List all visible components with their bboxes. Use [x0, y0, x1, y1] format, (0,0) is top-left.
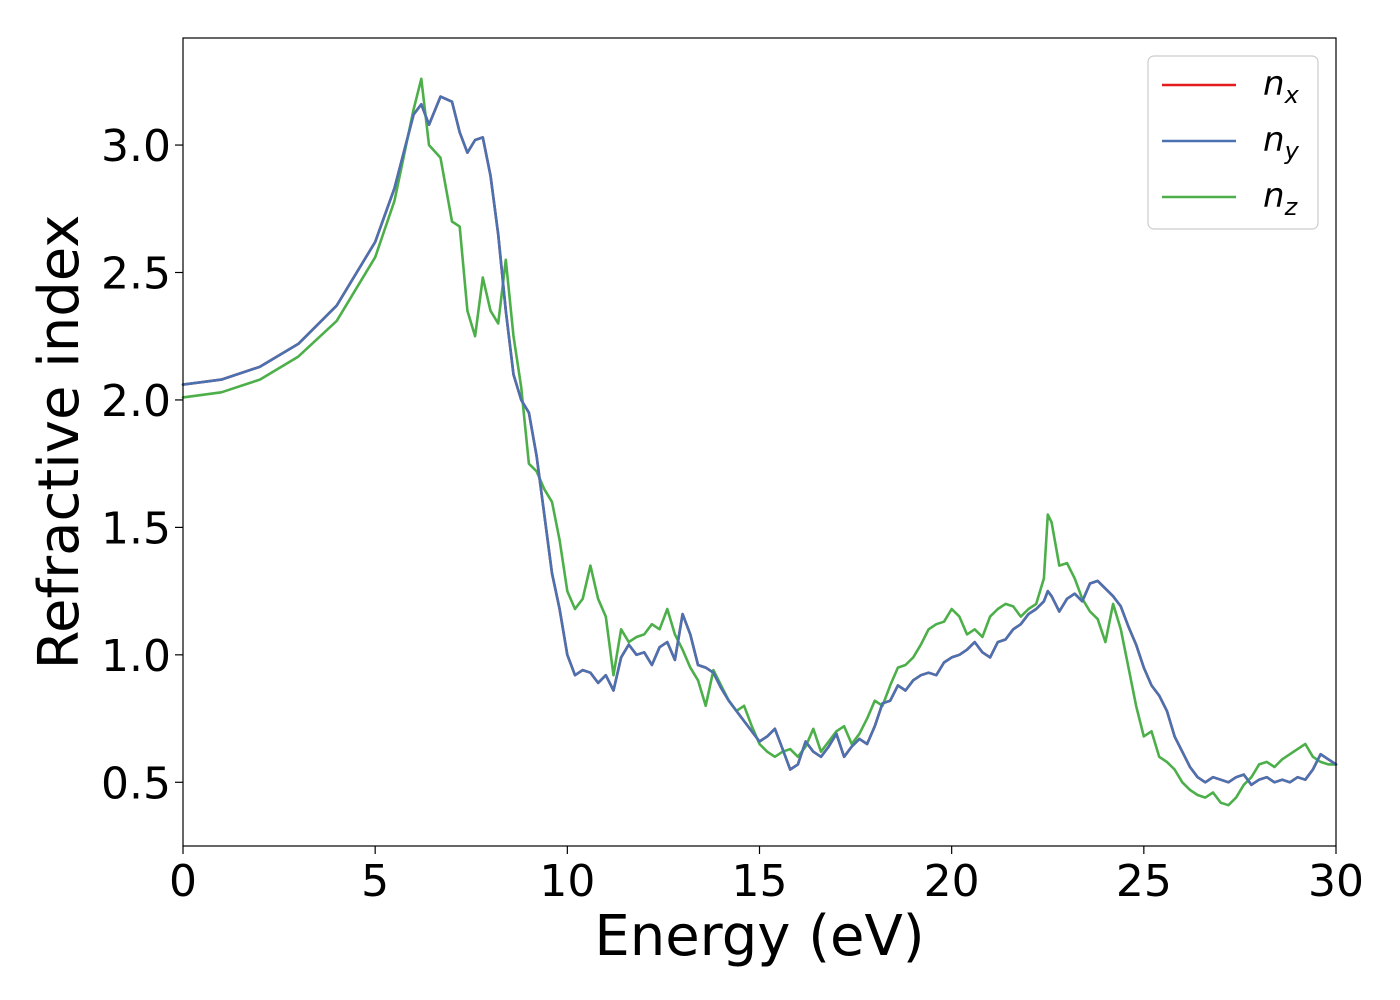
y-tick-label: 1.0: [101, 631, 171, 682]
x-tick-label: 30: [1308, 856, 1364, 907]
x-tick-label: 25: [1116, 856, 1172, 907]
axis-ticks: 0 5 10 15 20 25 30 0.5 1.0 1.5 2.0 2.5 3.0: [101, 121, 1364, 907]
x-tick-label: 20: [924, 856, 980, 907]
y-axis-label: Refractive index: [27, 215, 92, 670]
y-tick-label: 2.5: [101, 248, 171, 299]
legend-label: nz: [1263, 176, 1299, 221]
series-line-n-y: [181, 95, 1338, 787]
x-tick-label: 0: [169, 856, 197, 907]
y-tick-label: 3.0: [101, 121, 171, 172]
x-tick-label: 10: [539, 856, 595, 907]
y-tick-label: 2.0: [101, 376, 171, 427]
legend: nx ny nz: [1147, 55, 1319, 230]
series-line-n-z: [181, 77, 1338, 807]
y-tick-label: 0.5: [101, 758, 171, 809]
legend-box: [1147, 55, 1319, 230]
legend-label: ny: [1263, 120, 1300, 165]
x-axis-label: Energy (eV): [594, 904, 924, 969]
legend-label: nx: [1263, 64, 1300, 109]
y-tick-label: 1.5: [101, 503, 171, 554]
x-tick-label: 15: [732, 856, 788, 907]
x-tick-label: 5: [361, 856, 389, 907]
series-lines: [181, 77, 1338, 807]
